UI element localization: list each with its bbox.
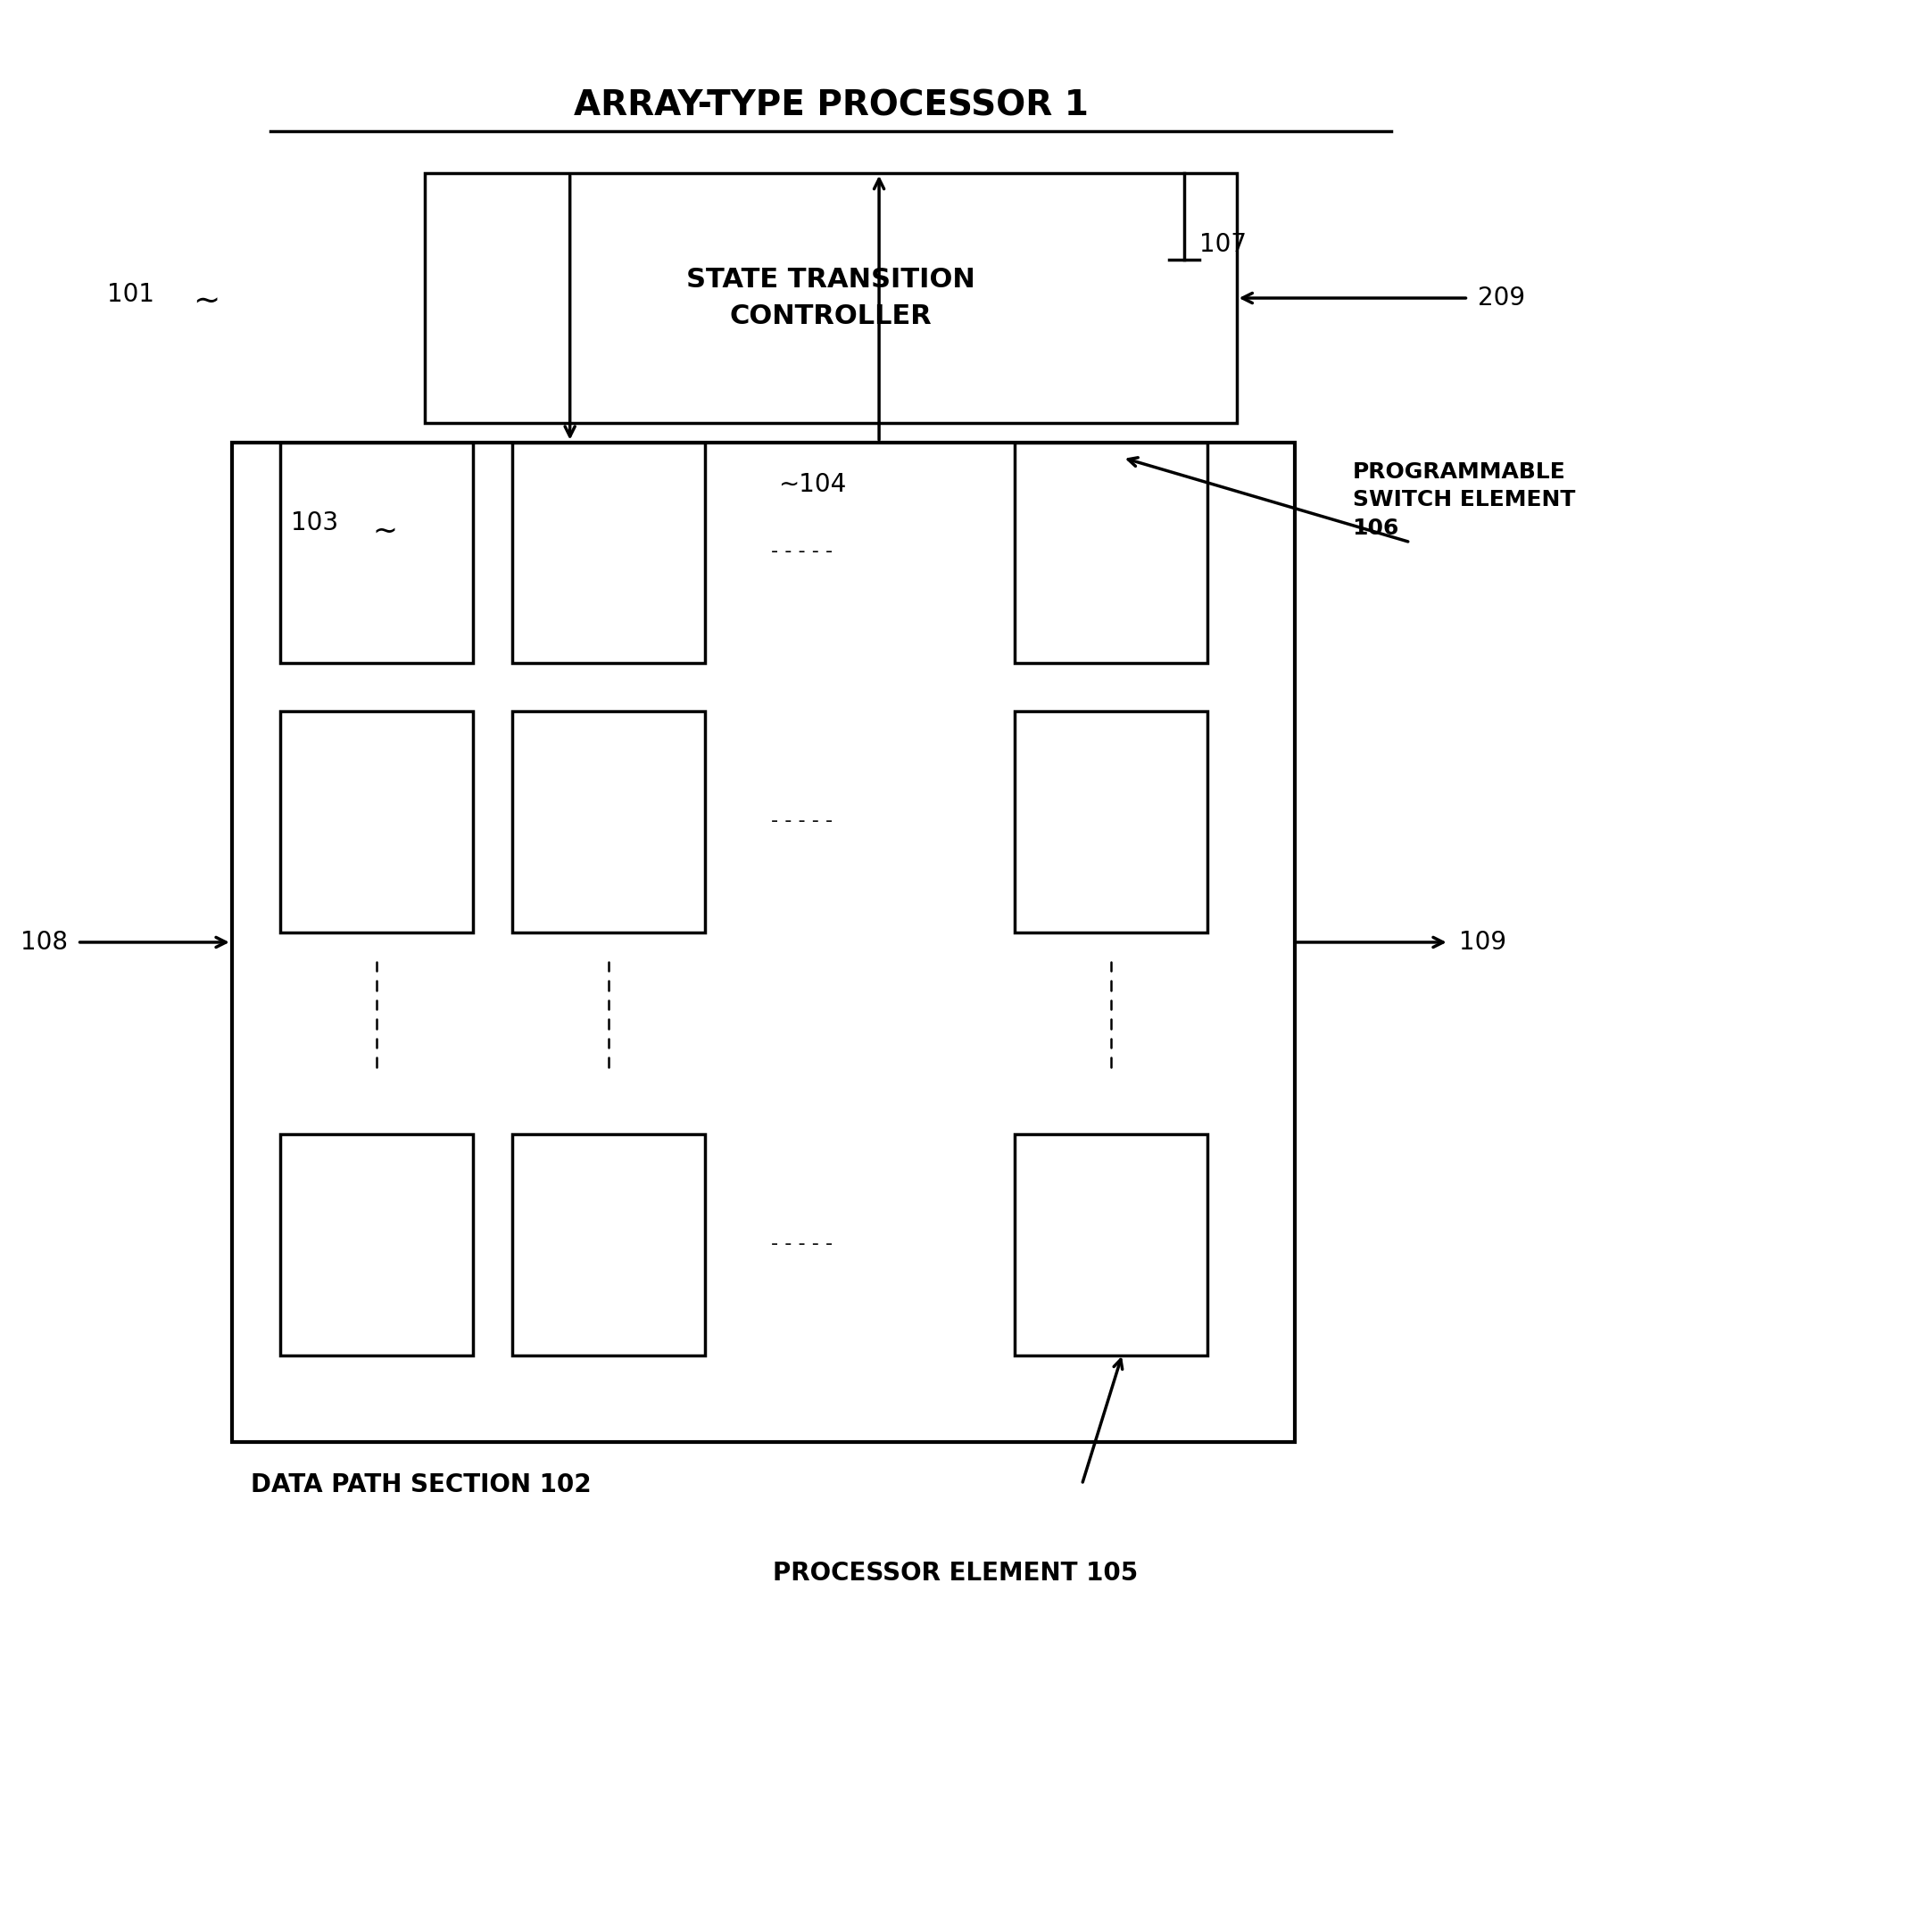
FancyBboxPatch shape [280, 442, 473, 663]
FancyBboxPatch shape [280, 1135, 473, 1356]
Text: 107: 107 [1200, 233, 1246, 256]
Text: 103: 103 [290, 512, 338, 535]
Text: PROGRAMMABLE
SWITCH ELEMENT
106: PROGRAMMABLE SWITCH ELEMENT 106 [1352, 462, 1575, 538]
Text: ARRAY-TYPE PROCESSOR 1: ARRAY-TYPE PROCESSOR 1 [574, 88, 1088, 123]
FancyBboxPatch shape [512, 1135, 705, 1356]
Text: 101: 101 [108, 283, 155, 306]
FancyBboxPatch shape [232, 442, 1294, 1442]
FancyBboxPatch shape [1014, 712, 1208, 933]
Text: ∼: ∼ [373, 515, 398, 546]
Text: - - - - -: - - - - - [771, 812, 833, 831]
Text: DATA PATH SECTION 102: DATA PATH SECTION 102 [251, 1473, 591, 1496]
Text: ∼104: ∼104 [779, 473, 846, 496]
Text: 109: 109 [1459, 931, 1507, 954]
FancyBboxPatch shape [280, 712, 473, 933]
FancyBboxPatch shape [512, 712, 705, 933]
Text: 209: 209 [1478, 287, 1526, 310]
Text: STATE TRANSITION
CONTROLLER: STATE TRANSITION CONTROLLER [686, 267, 976, 329]
FancyBboxPatch shape [512, 442, 705, 663]
Text: ∼: ∼ [193, 287, 220, 317]
FancyBboxPatch shape [425, 173, 1236, 423]
Text: 108: 108 [21, 931, 68, 954]
FancyBboxPatch shape [1014, 442, 1208, 663]
Text: PROCESSOR ELEMENT 105: PROCESSOR ELEMENT 105 [773, 1561, 1138, 1585]
Text: - - - - -: - - - - - [771, 1235, 833, 1254]
FancyBboxPatch shape [1014, 1135, 1208, 1356]
Text: - - - - -: - - - - - [771, 542, 833, 562]
